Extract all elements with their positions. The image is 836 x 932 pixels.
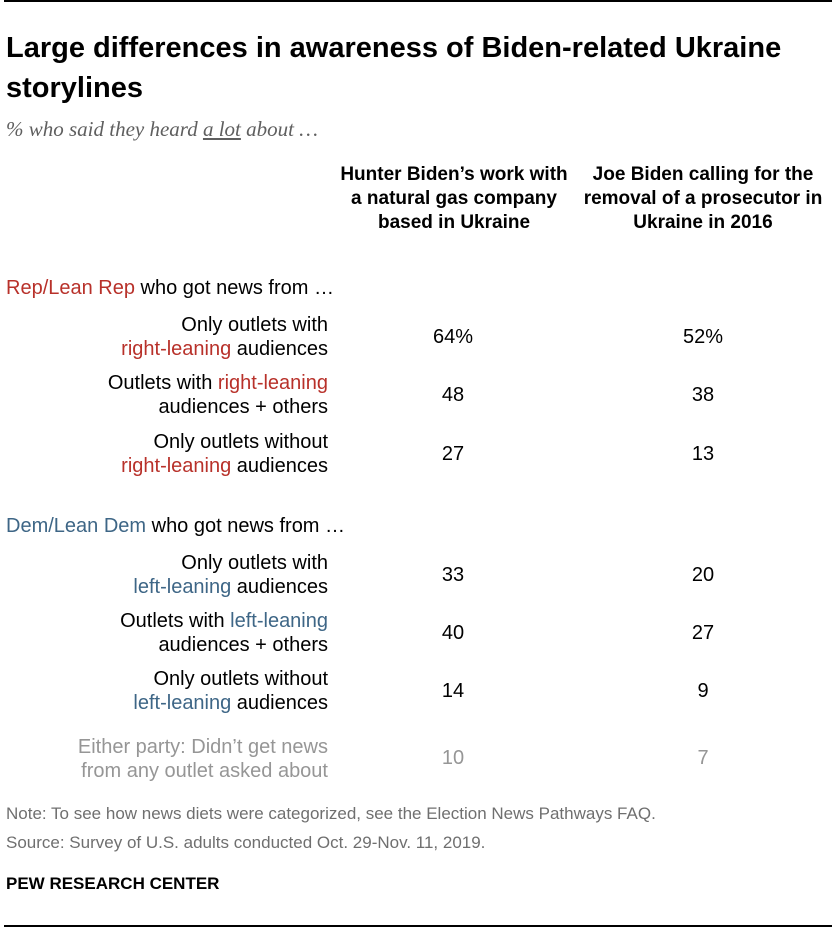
group-label-rep: Rep/Lean Rep who got news from … (6, 277, 334, 300)
chart-title: Large differences in awareness of Biden-… (6, 32, 782, 104)
data-label: 10 (441, 747, 465, 769)
column-header-joe: Joe Biden calling for the removal of a p… (583, 164, 823, 233)
row-label-post: audiences (231, 338, 328, 360)
row-label-accent: right-leaning (121, 338, 232, 360)
row-label: Outlets with left-leaning audiences + oth… (0, 609, 328, 657)
data-label: 14 (441, 680, 465, 702)
row-label-line2: from any outlet asked about (81, 760, 328, 782)
column-header-hunter: Hunter Biden’s work with a natural gas c… (340, 164, 568, 233)
row-label-accent: left-leaning (133, 692, 232, 714)
row-label-post: audiences + others (158, 634, 328, 656)
row-label-accent: left-leaning (133, 576, 232, 598)
row-label: Only outlets without right-leaning audien… (0, 430, 328, 478)
data-label: 20 (691, 564, 715, 586)
source-text: Source: Survey of U.S. adults conducted … (6, 833, 486, 852)
row-label-post: audiences (231, 455, 328, 477)
row-label-either-party: Either party: Didn’t get news from any ou… (0, 735, 328, 783)
row-label-pre: Only outlets without (153, 431, 328, 453)
subtitle-after: about … (240, 117, 318, 141)
data-label: 9 (697, 680, 709, 702)
data-label: 7 (697, 747, 709, 769)
data-label: 52% (682, 326, 724, 348)
row-label-post: audiences (231, 692, 328, 714)
row-label: Outlets with right-leaning audiences + ot… (0, 371, 328, 419)
row-label-pre: Only outlets with (181, 552, 328, 574)
data-label: 13 (691, 443, 715, 465)
data-label: 64% (432, 326, 474, 348)
row-label: Only outlets with right-leaning audiences (0, 313, 328, 361)
group-label-dem-colored: Dem/Lean Dem (6, 515, 147, 537)
data-label: 27 (441, 443, 465, 465)
row-label-pre: Outlets with (120, 610, 231, 632)
row-label: Only outlets with left-leaning audiences (0, 551, 328, 599)
row-label-pre: Outlets with (107, 372, 218, 394)
row-label: Only outlets without left-leaning audienc… (0, 667, 328, 715)
subtitle-emphasis: a lot (202, 117, 241, 141)
row-label-accent: right-leaning (121, 455, 232, 477)
data-label: 33 (441, 564, 465, 586)
subtitle-before: % who said they heard (6, 117, 203, 141)
row-label-accent: left-leaning (230, 610, 328, 632)
top-rule (4, 0, 832, 2)
chart-subtitle: % who said they heard a lot about … (6, 117, 318, 142)
row-label-accent: right-leaning (217, 372, 328, 394)
data-label: 38 (691, 384, 715, 406)
data-label: 40 (441, 622, 465, 644)
note-text: Note: To see how news diets were categor… (6, 804, 656, 823)
row-label-pre: Only outlets without (153, 668, 328, 690)
row-label-pre: Only outlets with (181, 314, 328, 336)
row-label-post: audiences (231, 576, 328, 598)
group-label-dem: Dem/Lean Dem who got news from … (6, 515, 345, 538)
group-label-rep-colored: Rep/Lean Rep (6, 277, 135, 299)
bottom-rule (4, 925, 832, 927)
data-label: 48 (441, 384, 465, 406)
row-label-line1: Either party: Didn’t get news (77, 736, 328, 758)
group-label-dem-rest: who got news from … (146, 515, 346, 537)
row-label-post: audiences + others (158, 396, 328, 418)
brand-logo-text: PEW RESEARCH CENTER (6, 874, 220, 893)
group-label-rep-rest: who got news from … (134, 277, 334, 299)
data-label: 27 (691, 622, 715, 644)
